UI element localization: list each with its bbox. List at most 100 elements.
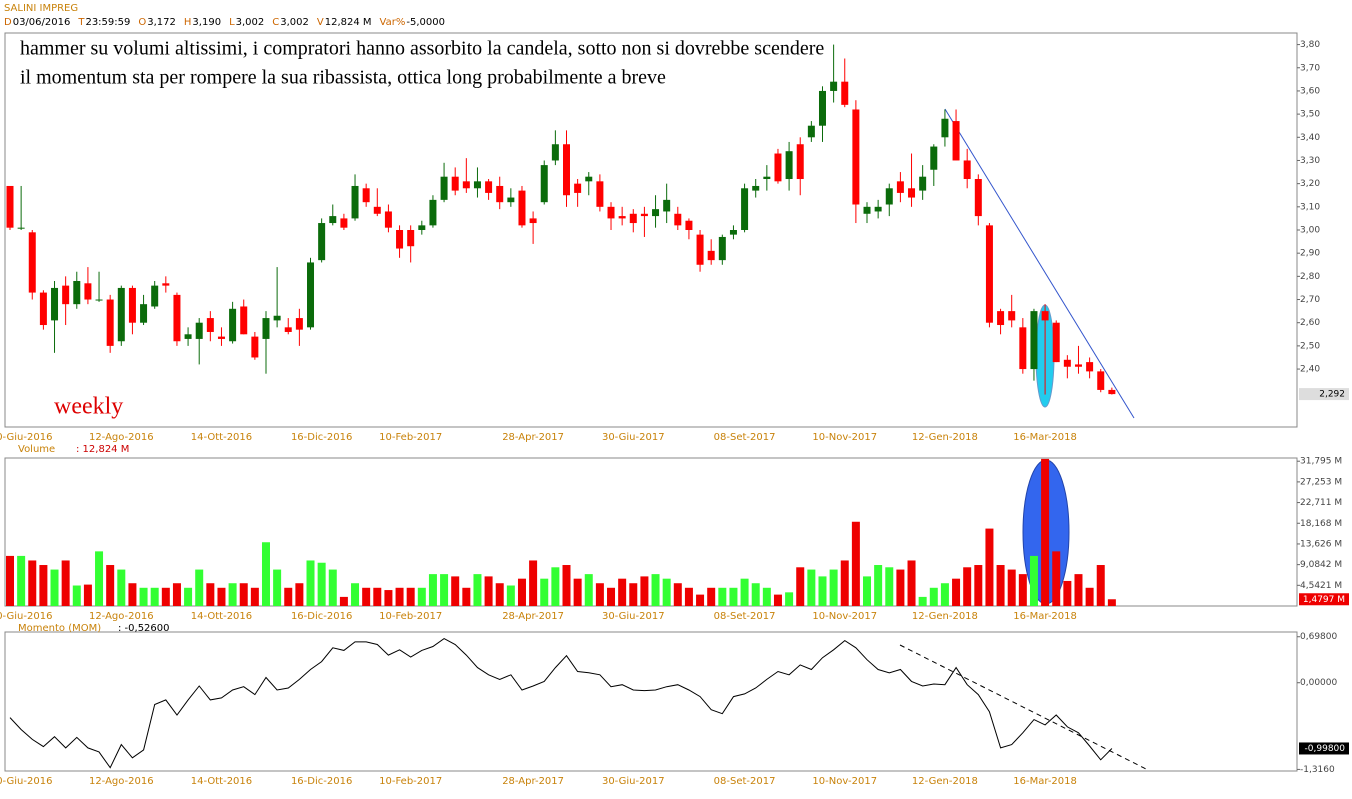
- momentum-panel: [4, 631, 1298, 772]
- volume-bar: [362, 587, 371, 606]
- candle-body: [95, 299, 103, 301]
- candle-body: [852, 109, 860, 205]
- volume-bar: [139, 587, 148, 606]
- x-tick-label: 16-Dic-2016: [291, 432, 352, 443]
- candle-body: [796, 144, 804, 180]
- candle-body: [930, 146, 938, 170]
- candle-body: [629, 213, 637, 224]
- volume-bar: [239, 583, 248, 606]
- candle-body: [84, 283, 92, 300]
- field-key: L: [229, 17, 235, 28]
- candle-body: [462, 181, 470, 189]
- panel-value: : -0,52600: [118, 623, 170, 634]
- annotation: hammer su volumi altissimi, i compratori…: [20, 38, 824, 60]
- volume-bar: [1085, 587, 1094, 606]
- volume-bar: [952, 578, 961, 606]
- field-value: 3,002: [280, 17, 309, 28]
- x-tick-label: 10-Nov-2017: [812, 776, 877, 787]
- trend-line: [944, 108, 1135, 419]
- candle-body: [774, 153, 782, 182]
- candle-body: [1074, 364, 1082, 367]
- volume-bar: [50, 569, 59, 606]
- x-tick-label: 16-Mar-2018: [1013, 611, 1077, 622]
- volume-bar: [840, 560, 849, 606]
- candle-body: [240, 306, 248, 335]
- candle-body: [841, 81, 849, 105]
- field-value: 3,172: [147, 17, 176, 28]
- candle-body: [307, 262, 315, 328]
- candle-body: [62, 285, 70, 305]
- volume-bar: [640, 576, 649, 606]
- x-tick-label: 10-Giu-2016: [0, 611, 52, 622]
- candle-body: [384, 211, 392, 228]
- volume-bar: [863, 576, 872, 606]
- volume-bar: [707, 587, 716, 606]
- candle-body: [997, 311, 1005, 326]
- trend-line: [899, 644, 1149, 771]
- y-tick-label: 3,60: [1300, 86, 1320, 96]
- candle-body: [28, 232, 36, 293]
- candle-body: [640, 213, 648, 217]
- candle-body: [128, 287, 136, 323]
- x-tick-label: 10-Giu-2016: [0, 776, 52, 787]
- candle-body: [418, 225, 426, 230]
- candle-body: [1008, 311, 1016, 321]
- volume-bar: [28, 560, 37, 606]
- candle-body: [318, 223, 326, 261]
- candle-body: [952, 121, 960, 161]
- volume-bar: [729, 587, 738, 606]
- volume-bar: [495, 583, 504, 606]
- x-tick-label: 12-Ago-2016: [89, 432, 154, 443]
- volume-bar: [473, 574, 482, 606]
- volume-bar: [306, 560, 315, 606]
- y-tick-label: 2,40: [1300, 365, 1320, 375]
- last-value-box: [1299, 388, 1349, 401]
- volume-bar: [829, 569, 838, 606]
- y-tick-label: 22,711 M: [1300, 498, 1342, 508]
- x-tick-label: 16-Mar-2018: [1013, 776, 1077, 787]
- field-key: C: [272, 17, 279, 28]
- candle-body: [407, 230, 415, 247]
- field-key: T: [77, 17, 85, 28]
- y-tick-label: 18,168 M: [1300, 519, 1342, 529]
- candle-body: [741, 188, 749, 230]
- volume-bar: [807, 569, 816, 606]
- candle-body: [251, 336, 259, 358]
- candle-body: [496, 185, 504, 203]
- y-tick-label: 3,50: [1300, 110, 1320, 120]
- candle-body: [652, 209, 660, 217]
- volume-bar: [529, 560, 538, 606]
- volume-bar: [484, 576, 493, 606]
- candle-body: [941, 118, 949, 138]
- last-value-label: 1,4797 M: [1303, 595, 1345, 605]
- candle-body: [518, 190, 526, 226]
- candle-body: [863, 206, 871, 214]
- y-tick-label: 4,5421 M: [1300, 581, 1342, 591]
- field-key: H: [184, 17, 192, 28]
- y-tick-label: 0,69800: [1300, 632, 1337, 642]
- candle-body: [173, 294, 181, 342]
- candle-body: [340, 218, 348, 228]
- volume-bar: [618, 578, 627, 606]
- volume-bar: [818, 576, 827, 606]
- volume-bar: [584, 574, 593, 606]
- x-tick-label: 12-Gen-2018: [912, 776, 978, 787]
- candle-body: [785, 151, 793, 180]
- volume-bar: [595, 583, 604, 606]
- volume-bar: [985, 528, 994, 606]
- volume-bar: [95, 551, 104, 606]
- volume-bar: [607, 587, 616, 606]
- candle-body: [1108, 389, 1116, 395]
- candle-body: [440, 176, 448, 200]
- candle-body: [718, 236, 726, 261]
- volume-bar: [751, 583, 760, 606]
- x-tick-label: 14-Ott-2016: [191, 776, 252, 787]
- volume-bar: [974, 565, 983, 606]
- candle-body: [273, 315, 281, 321]
- volume-bar: [874, 565, 883, 606]
- candle-body: [329, 216, 337, 224]
- volume-bar: [1063, 580, 1072, 606]
- field-key: Var%: [380, 17, 406, 28]
- candle-body: [663, 199, 671, 212]
- volume-bar: [796, 567, 805, 606]
